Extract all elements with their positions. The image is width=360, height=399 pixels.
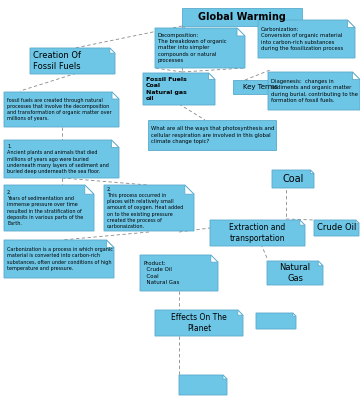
Text: fossil fuels are created through natural
processes that involve the decompositio: fossil fuels are created through natural… xyxy=(7,98,112,121)
Polygon shape xyxy=(111,140,119,148)
Polygon shape xyxy=(185,185,194,194)
Text: Natural
Gas: Natural Gas xyxy=(279,263,311,283)
FancyBboxPatch shape xyxy=(148,120,276,150)
Polygon shape xyxy=(143,73,215,105)
Text: Key Terms: Key Terms xyxy=(243,84,279,90)
Polygon shape xyxy=(140,255,218,291)
Polygon shape xyxy=(272,170,314,188)
Text: Crude Oil: Crude Oil xyxy=(317,223,356,233)
Text: 2.
This process occurred in
places with relatively small
amount of oxygen. Heat : 2. This process occurred in places with … xyxy=(107,187,183,229)
Polygon shape xyxy=(268,72,360,110)
Text: Global Warming: Global Warming xyxy=(198,12,286,22)
Polygon shape xyxy=(179,375,227,395)
Polygon shape xyxy=(4,92,119,127)
Text: Creation Of
Fossil Fuels: Creation Of Fossil Fuels xyxy=(33,51,81,71)
Polygon shape xyxy=(238,310,243,315)
Polygon shape xyxy=(210,220,305,246)
Polygon shape xyxy=(318,261,323,266)
Text: 2.
Years of sedimentation and
immense pressure over time
resulted in the stratif: 2. Years of sedimentation and immense pr… xyxy=(7,190,83,226)
Text: Product:
  Crude Oil
  Coal
  Natural Gas: Product: Crude Oil Coal Natural Gas xyxy=(143,261,179,285)
Text: Coal: Coal xyxy=(282,174,304,184)
Polygon shape xyxy=(223,375,227,379)
Text: Effects On The
Planet: Effects On The Planet xyxy=(171,313,227,333)
Polygon shape xyxy=(347,20,355,28)
Polygon shape xyxy=(211,255,218,262)
Polygon shape xyxy=(237,28,245,36)
Polygon shape xyxy=(352,72,360,79)
Polygon shape xyxy=(30,48,115,74)
Polygon shape xyxy=(107,240,114,248)
Polygon shape xyxy=(208,73,215,79)
Text: Decomposition:
The breakdown of organic
matter into simpler
compounds or natural: Decomposition: The breakdown of organic … xyxy=(158,33,227,63)
Text: Fossil Fuels
Coal
Natural gas
oil: Fossil Fuels Coal Natural gas oil xyxy=(146,77,187,101)
Polygon shape xyxy=(85,185,94,194)
FancyBboxPatch shape xyxy=(182,8,302,26)
Polygon shape xyxy=(300,220,305,225)
Polygon shape xyxy=(267,261,323,285)
Text: 1.
Ancient plants and animals that died
millions of years ago were buried
undern: 1. Ancient plants and animals that died … xyxy=(7,144,109,174)
Polygon shape xyxy=(155,310,243,336)
Text: Diagenesis:  changes in
sediments and organic matter
during burial, contributing: Diagenesis: changes in sediments and org… xyxy=(271,79,358,103)
FancyBboxPatch shape xyxy=(233,80,289,94)
Polygon shape xyxy=(258,20,355,58)
Polygon shape xyxy=(310,170,314,174)
Polygon shape xyxy=(155,28,245,68)
Text: Carbonization is a process in which organic
material is converted into carbon-ri: Carbonization is a process in which orga… xyxy=(7,247,113,271)
Polygon shape xyxy=(110,48,115,53)
Polygon shape xyxy=(4,140,119,178)
Polygon shape xyxy=(4,240,114,278)
Text: Extraction and
transportation: Extraction and transportation xyxy=(229,223,285,243)
Polygon shape xyxy=(356,220,359,223)
Text: Carbonization:
Conversion of organic material
into carbon-rich substances
during: Carbonization: Conversion of organic mat… xyxy=(261,27,343,51)
Polygon shape xyxy=(104,185,194,231)
Polygon shape xyxy=(314,220,359,236)
Polygon shape xyxy=(256,313,296,329)
Polygon shape xyxy=(4,185,94,231)
Text: What are all the ways that photosynthesis and
cellular respiration are involved : What are all the ways that photosynthesi… xyxy=(151,126,274,144)
Polygon shape xyxy=(293,313,296,316)
Polygon shape xyxy=(112,92,119,99)
